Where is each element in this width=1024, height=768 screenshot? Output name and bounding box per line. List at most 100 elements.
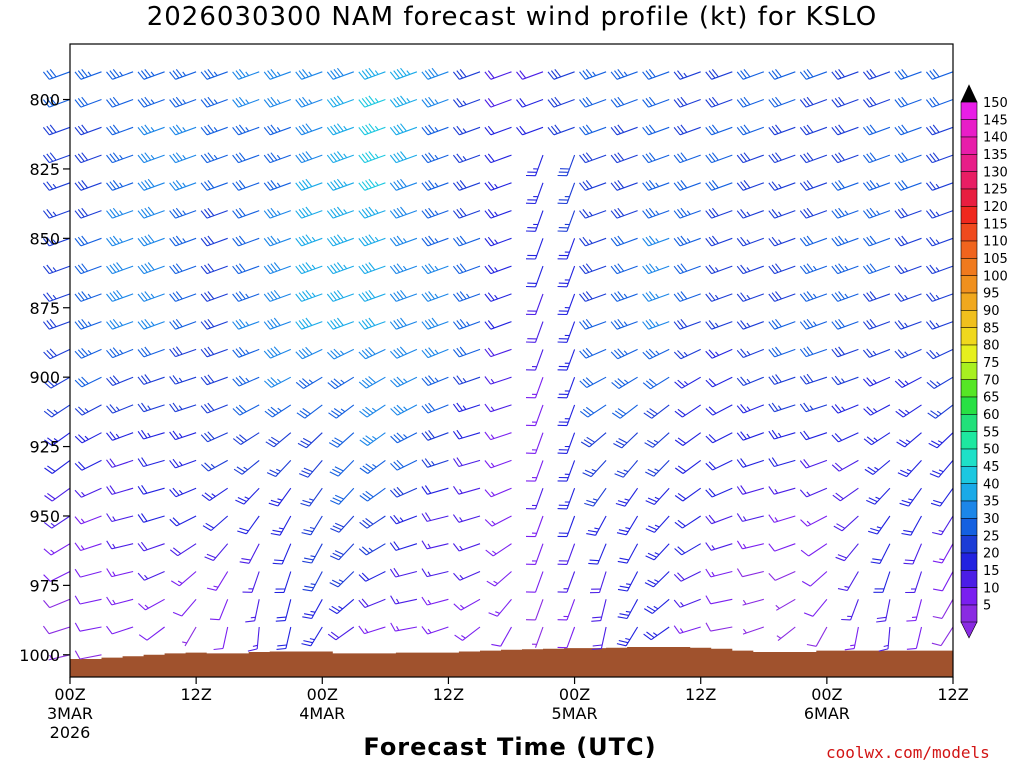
barb-half-feather [87,71,92,76]
barb-feather [77,264,85,273]
barb-feather [358,127,366,136]
barb-feather [204,70,211,79]
barb-feather [295,351,303,360]
barb-feather [42,321,50,330]
barb-feather [898,408,907,416]
barb-feather [302,180,309,189]
barb-feather [516,99,523,108]
barb-feather [775,96,782,105]
barb-feather [204,462,212,470]
barb-feather [43,574,51,582]
barb-feather [327,633,337,641]
wind-barb [204,543,229,562]
barb-feather [276,616,287,619]
barb-shaft [238,321,260,330]
barb-feather [200,182,208,191]
barb-feather [365,124,372,133]
barb-half-feather [276,154,281,160]
barb-feather [428,124,435,133]
colorbar-top-cap [960,84,978,103]
barb-feather [396,207,404,216]
barb-feather [327,351,335,360]
barb-feather [81,124,89,133]
barb-feather [200,127,208,136]
barb-feather [361,292,369,301]
barb-feather [137,99,145,108]
barb-feather [705,99,713,108]
barb-feather [204,153,211,162]
barb-feather [648,318,656,328]
wind-barb [232,432,260,445]
wind-barb [452,375,481,385]
barb-feather [929,292,937,301]
y-tick-label: 875 [29,299,60,318]
wind-barb [106,96,134,108]
barb-feather [238,96,246,105]
barb-feather [112,291,120,300]
barb-feather [81,348,89,356]
barb-shaft [869,210,891,219]
barb-shaft [534,543,544,565]
barb-feather [330,153,337,162]
barb-shaft [79,654,102,660]
barb-feather [137,210,145,219]
barb-feather [775,291,782,300]
wind-barb [389,486,418,498]
barb-feather [647,439,656,446]
barb-feather [298,236,306,245]
barb-feather [894,293,902,302]
barb-feather [831,238,839,247]
barb-feather [74,622,81,632]
barb-feather [368,123,376,132]
wind-barb [932,515,954,536]
barb-feather [768,376,775,385]
barb-feather [673,182,681,191]
barb-feather [736,486,744,495]
colorbar-swatch [960,413,978,432]
barb-feather [144,69,152,78]
wind-barb [617,599,639,620]
barb-half-feather [250,616,256,619]
barb-feather [456,347,464,357]
barb-feather [365,263,372,272]
barb-feather [106,568,113,577]
barb-feather [519,125,527,134]
barb-feather [396,235,404,244]
barb-shaft [534,460,544,482]
wind-barb [895,404,922,418]
wind-barb [705,320,733,330]
barb-feather [619,613,629,616]
wind-barb [557,293,576,316]
barb-half-feather [625,610,631,613]
barb-feather [645,70,653,79]
barb-half-feather [50,549,55,554]
barb-feather [929,473,939,478]
barb-half-feather [490,462,495,468]
wind-barb [200,69,228,80]
wind-barb [48,654,71,661]
barb-feather [838,124,845,133]
barb-feather [705,127,713,136]
x-tick-label: 12Z [685,685,716,704]
barb-feather [175,124,183,133]
wind-barb [171,571,197,587]
barb-feather [740,264,747,273]
barb-feather [863,408,871,416]
barb-shaft [175,154,197,164]
barb-half-feather [182,238,187,243]
barb-shaft [49,154,71,164]
barb-shaft [112,321,134,330]
barb-feather [486,580,496,587]
barb-feather [301,348,310,357]
wind-barb [200,152,228,164]
barb-feather [207,291,215,300]
barb-feather [803,264,811,273]
barb-feather [390,435,398,444]
barb-feather [862,321,870,330]
barb-feather [200,321,208,330]
wind-barb [736,292,764,302]
barb-feather [831,434,839,443]
barb-feather [680,318,688,328]
barb-feather [484,376,492,385]
barb-feather [77,153,85,162]
